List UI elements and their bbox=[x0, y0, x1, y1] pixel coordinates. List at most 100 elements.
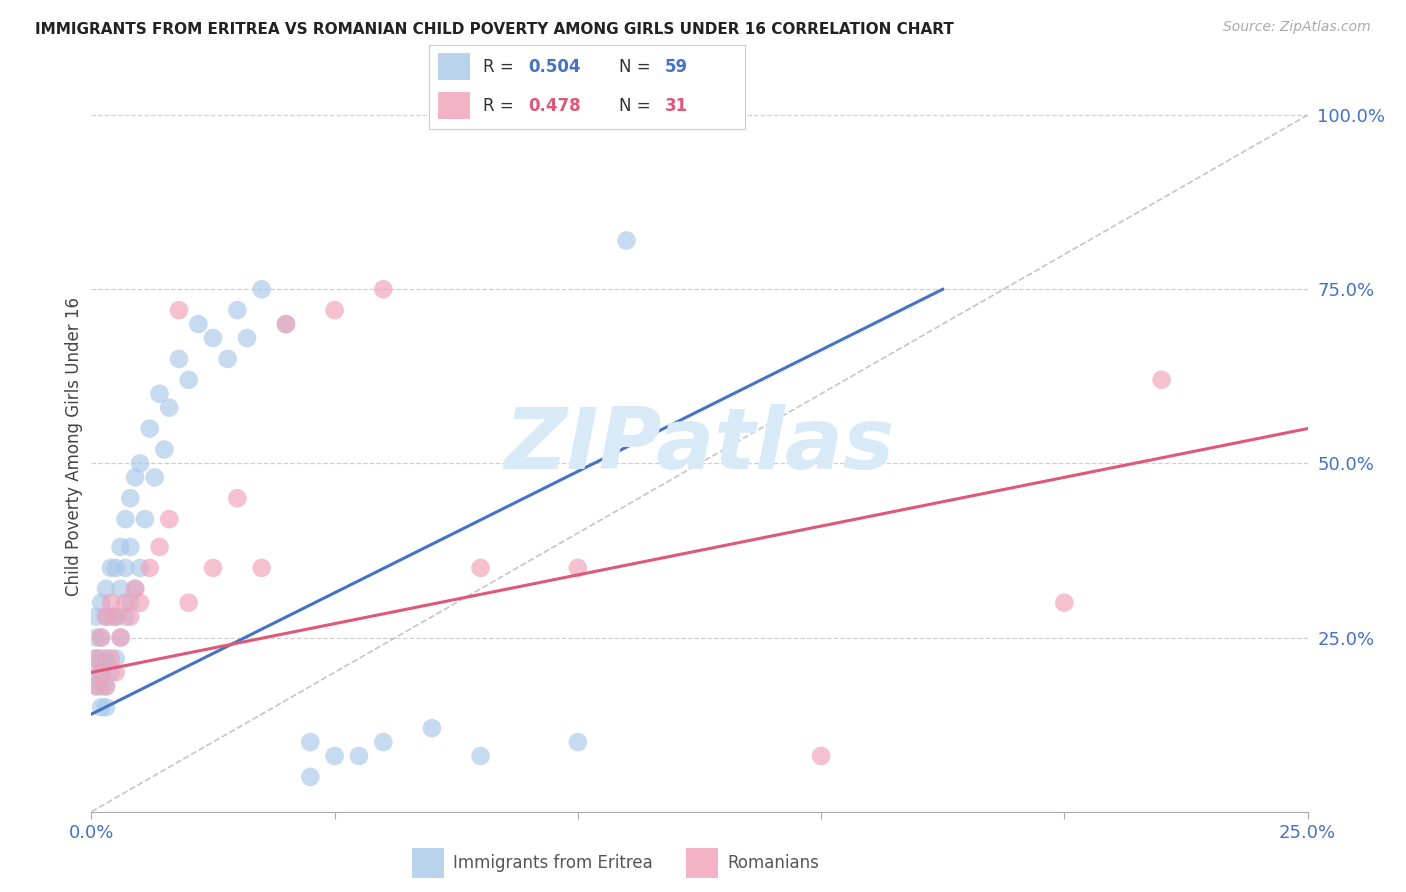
Text: Source: ZipAtlas.com: Source: ZipAtlas.com bbox=[1223, 20, 1371, 34]
Point bbox=[100, 665, 122, 680]
Point bbox=[114, 561, 136, 575]
Point bbox=[274, 317, 297, 331]
Point bbox=[1053, 596, 1076, 610]
Point bbox=[567, 561, 589, 575]
Point bbox=[90, 651, 112, 665]
Point bbox=[84, 609, 107, 624]
Point bbox=[90, 679, 112, 693]
Point bbox=[157, 401, 180, 415]
Point bbox=[177, 596, 200, 610]
Text: IMMIGRANTS FROM ERITREA VS ROMANIAN CHILD POVERTY AMONG GIRLS UNDER 16 CORRELATI: IMMIGRANTS FROM ERITREA VS ROMANIAN CHIL… bbox=[35, 22, 955, 37]
Point bbox=[94, 582, 117, 596]
Point bbox=[100, 651, 122, 665]
Bar bbox=[412, 848, 444, 878]
Point bbox=[94, 700, 117, 714]
Point bbox=[120, 491, 142, 506]
Bar bbox=[686, 848, 718, 878]
Point bbox=[226, 491, 249, 506]
Point bbox=[124, 582, 146, 596]
Point bbox=[110, 631, 132, 645]
Point bbox=[104, 561, 127, 575]
Point bbox=[202, 331, 225, 345]
Point bbox=[217, 351, 239, 366]
Text: ZIPatlas: ZIPatlas bbox=[505, 404, 894, 488]
Text: Immigrants from Eritrea: Immigrants from Eritrea bbox=[453, 854, 652, 872]
Point bbox=[120, 596, 142, 610]
Bar bbox=[439, 54, 470, 80]
Point bbox=[129, 457, 152, 471]
Point bbox=[167, 351, 190, 366]
Point bbox=[84, 665, 107, 680]
Y-axis label: Child Poverty Among Girls Under 16: Child Poverty Among Girls Under 16 bbox=[65, 296, 83, 596]
Point bbox=[202, 561, 225, 575]
Text: Romanians: Romanians bbox=[727, 854, 820, 872]
Point bbox=[323, 303, 346, 318]
Point bbox=[250, 561, 273, 575]
Point bbox=[90, 596, 112, 610]
Point bbox=[134, 512, 156, 526]
Point bbox=[148, 386, 170, 401]
Point bbox=[84, 651, 107, 665]
Point bbox=[110, 631, 132, 645]
Point bbox=[139, 421, 162, 435]
Point bbox=[100, 561, 122, 575]
Point bbox=[120, 609, 142, 624]
Point bbox=[470, 561, 492, 575]
Point bbox=[104, 609, 127, 624]
Point bbox=[250, 282, 273, 296]
Text: 0.478: 0.478 bbox=[529, 96, 581, 114]
Point bbox=[153, 442, 176, 457]
Point bbox=[299, 770, 322, 784]
Point bbox=[90, 700, 112, 714]
Text: R =: R = bbox=[482, 96, 519, 114]
Point bbox=[187, 317, 209, 331]
Point bbox=[94, 609, 117, 624]
Point bbox=[226, 303, 249, 318]
Point bbox=[90, 631, 112, 645]
Point bbox=[104, 609, 127, 624]
Point bbox=[470, 749, 492, 764]
Point bbox=[148, 540, 170, 554]
Point bbox=[124, 470, 146, 484]
Point bbox=[1150, 373, 1173, 387]
Point bbox=[143, 470, 166, 484]
Point bbox=[373, 282, 395, 296]
Point bbox=[84, 631, 107, 645]
Point bbox=[110, 582, 132, 596]
Point bbox=[94, 679, 117, 693]
Point bbox=[373, 735, 395, 749]
Text: 31: 31 bbox=[665, 96, 688, 114]
Point bbox=[90, 631, 112, 645]
Point bbox=[299, 735, 322, 749]
Point bbox=[129, 596, 152, 610]
Point bbox=[567, 735, 589, 749]
Point bbox=[110, 540, 132, 554]
Point bbox=[84, 679, 107, 693]
Point bbox=[420, 721, 443, 735]
Point bbox=[90, 665, 112, 680]
Point bbox=[167, 303, 190, 318]
Point bbox=[104, 651, 127, 665]
Point bbox=[139, 561, 162, 575]
Point bbox=[100, 596, 122, 610]
Point bbox=[177, 373, 200, 387]
Text: R =: R = bbox=[482, 58, 519, 76]
Point bbox=[90, 665, 112, 680]
Text: N =: N = bbox=[619, 58, 655, 76]
Point bbox=[114, 512, 136, 526]
Text: 0.504: 0.504 bbox=[529, 58, 581, 76]
Point bbox=[810, 749, 832, 764]
Point bbox=[129, 561, 152, 575]
Bar bbox=[439, 92, 470, 120]
Point bbox=[274, 317, 297, 331]
Point bbox=[114, 609, 136, 624]
Point bbox=[114, 596, 136, 610]
Point bbox=[94, 609, 117, 624]
Point bbox=[94, 651, 117, 665]
Point bbox=[120, 540, 142, 554]
Text: N =: N = bbox=[619, 96, 655, 114]
Point bbox=[236, 331, 259, 345]
Point bbox=[84, 679, 107, 693]
Point bbox=[124, 582, 146, 596]
Point bbox=[157, 512, 180, 526]
